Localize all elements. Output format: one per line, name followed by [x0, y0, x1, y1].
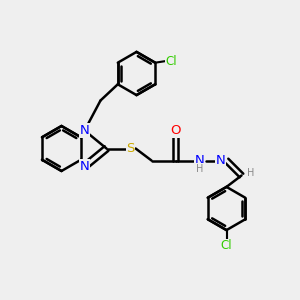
Text: Cl: Cl [166, 55, 177, 68]
Text: Cl: Cl [221, 239, 232, 252]
Text: N: N [216, 154, 225, 167]
Text: N: N [195, 154, 204, 167]
Text: N: N [80, 160, 89, 173]
Text: H: H [196, 164, 203, 174]
Text: S: S [126, 142, 135, 155]
Text: H: H [248, 168, 255, 178]
Text: O: O [170, 124, 181, 137]
Text: N: N [80, 124, 89, 137]
